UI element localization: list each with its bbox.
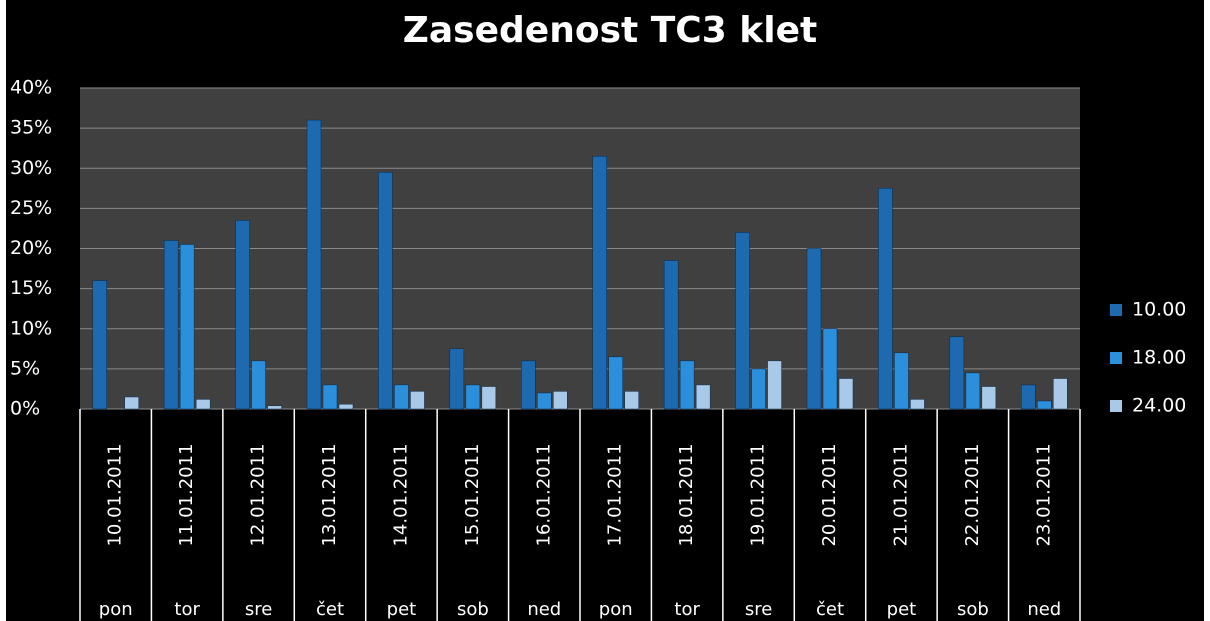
weekday-label: sre <box>745 599 772 620</box>
y-tick-label: 20% <box>10 237 52 259</box>
legend-swatch <box>1110 352 1122 364</box>
legend-label: 18.00 <box>1132 347 1186 369</box>
bar <box>1053 378 1068 410</box>
bar <box>410 391 425 410</box>
bar <box>163 240 179 410</box>
x-tick-label: 13.01.2011 <box>319 443 340 546</box>
weekday-label: sob <box>457 599 489 620</box>
bar <box>838 378 854 410</box>
bar <box>695 384 711 410</box>
x-tick-label: 23.01.2011 <box>1033 443 1054 546</box>
bar <box>767 360 782 410</box>
bar <box>251 360 266 410</box>
weekday-label: ned <box>527 599 561 620</box>
bar <box>481 386 497 410</box>
bar <box>1021 384 1036 410</box>
bar <box>608 356 623 410</box>
bar <box>124 396 139 410</box>
y-tick-label: 35% <box>10 117 52 139</box>
bar <box>378 172 393 410</box>
bar <box>910 399 925 410</box>
bar <box>195 399 211 410</box>
bar <box>322 384 338 410</box>
weekday-label: sob <box>957 599 989 620</box>
bar <box>965 372 981 410</box>
legend-label: 24.00 <box>1132 395 1186 417</box>
weekday-label: sre <box>245 599 272 620</box>
bar <box>735 232 750 410</box>
bar <box>338 403 354 410</box>
weekday-label: pon <box>99 599 133 620</box>
bar <box>553 391 568 410</box>
bar <box>806 248 822 410</box>
x-tick-label: 19.01.2011 <box>748 443 769 546</box>
y-tick-label: 30% <box>10 157 52 179</box>
bar <box>306 119 322 410</box>
bar <box>679 360 695 410</box>
legend-swatch <box>1110 400 1122 412</box>
x-tick-label: 10.01.2011 <box>105 443 126 546</box>
bar <box>822 328 838 410</box>
x-tick-label: 16.01.2011 <box>533 443 554 546</box>
bar <box>521 360 536 410</box>
x-tick-label: 12.01.2011 <box>248 443 269 546</box>
x-tick-label: 14.01.2011 <box>390 443 411 546</box>
bar <box>92 280 107 410</box>
x-tick-label: 17.01.2011 <box>605 443 626 546</box>
chart-title: Zasedenost TC3 klet <box>403 10 817 51</box>
weekday-label: pet <box>387 599 417 620</box>
weekday-label: čet <box>316 599 344 620</box>
weekday-label: pon <box>599 599 633 620</box>
bar <box>394 384 409 410</box>
x-tick-label: 20.01.2011 <box>819 443 840 546</box>
bar <box>465 384 481 410</box>
bar <box>894 352 909 410</box>
bar <box>179 244 195 410</box>
bar <box>449 348 465 410</box>
bar <box>663 260 679 410</box>
x-tick-label: 18.01.2011 <box>676 443 697 546</box>
x-tick-label: 15.01.2011 <box>462 443 483 546</box>
bar <box>592 155 607 410</box>
bar <box>1037 400 1052 410</box>
y-tick-label: 0% <box>10 398 40 420</box>
bar <box>878 188 893 410</box>
x-tick-label: 22.01.2011 <box>962 443 983 546</box>
bar <box>624 391 639 410</box>
weekday-label: tor <box>674 599 700 620</box>
legend-label: 10.00 <box>1132 299 1186 321</box>
y-tick-label: 15% <box>10 277 52 299</box>
bar <box>235 220 250 410</box>
bar <box>949 336 965 410</box>
bar <box>537 392 552 410</box>
bar <box>981 386 997 410</box>
legend-swatch <box>1110 304 1122 316</box>
y-tick-label: 5% <box>10 357 40 379</box>
weekday-label: tor <box>174 599 200 620</box>
x-tick-label: 11.01.2011 <box>176 443 197 546</box>
weekday-label: čet <box>816 599 844 620</box>
y-tick-label: 25% <box>10 197 52 219</box>
bar <box>751 368 766 410</box>
y-tick-label: 10% <box>10 317 52 339</box>
weekday-label: pet <box>887 599 917 620</box>
x-tick-label: 21.01.2011 <box>890 443 911 546</box>
weekday-label: ned <box>1027 599 1061 620</box>
bar <box>267 405 282 410</box>
y-tick-label: 40% <box>10 77 52 99</box>
